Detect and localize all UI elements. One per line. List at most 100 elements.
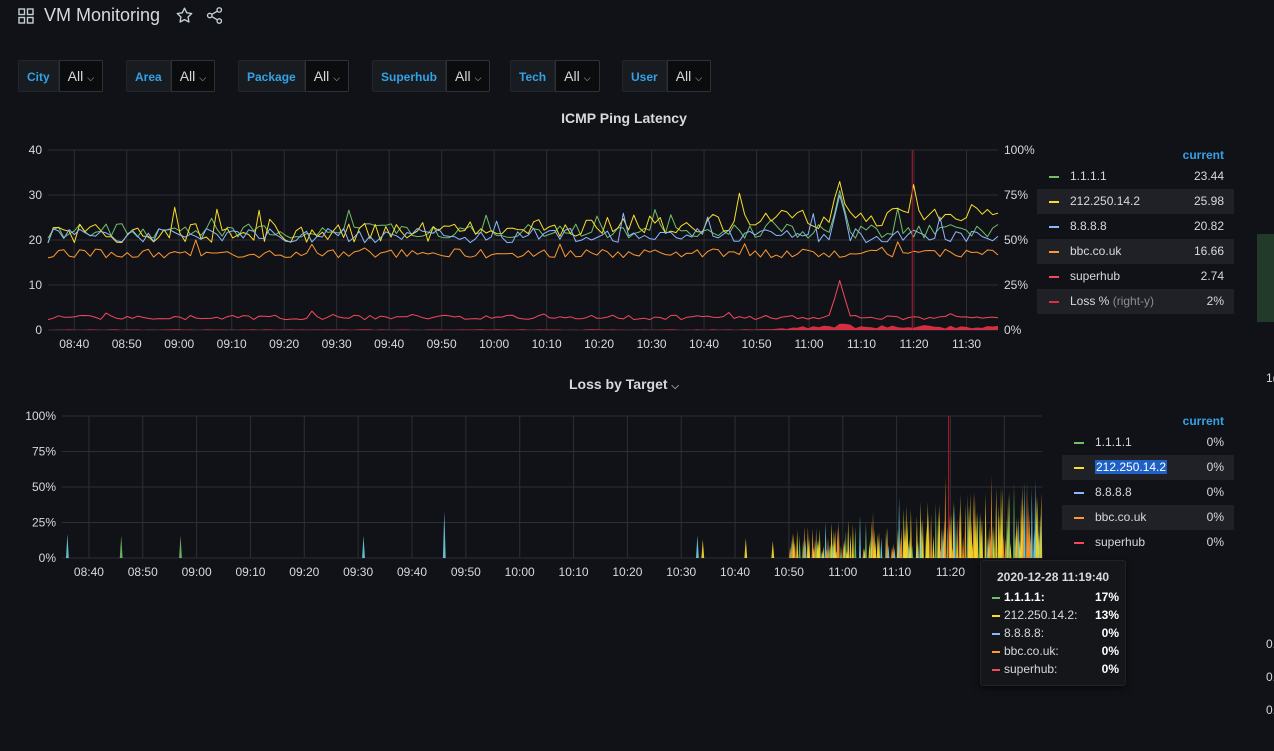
legend-series-name[interactable]: 8.8.8.8 — [1070, 219, 1107, 233]
tooltip-series-name: superhub: — [1004, 662, 1058, 676]
legend-item[interactable]: 8.8.8.8 0% — [1062, 480, 1234, 505]
tooltip-series-value: 0% — [1101, 662, 1119, 676]
latency-chart[interactable]: 0 10 20 30 40 0% 25% 50% 75% 100% 08:40 08:50 09:00 0… — [0, 136, 1040, 356]
tooltip-series-value: 13% — [1094, 608, 1119, 622]
legend-item[interactable]: 1.1.1.1 23.44 — [1037, 164, 1234, 189]
variable-city-picker[interactable]: All ⌵ — [58, 60, 104, 92]
x-tick-label: 09:00 — [182, 565, 212, 579]
x-tick-label: 10:00 — [479, 337, 509, 351]
legend-item[interactable]: 1.1.1.1 0% — [1062, 430, 1234, 455]
loss-panel-title[interactable]: Loss by Target ⌵ — [480, 376, 768, 392]
loss-spike — [827, 537, 829, 558]
loss-spike — [893, 547, 896, 558]
chevron-down-icon: ⌵ — [333, 73, 341, 83]
loss-spike — [1036, 496, 1039, 558]
legend-series-name[interactable]: bbc.co.uk — [1095, 510, 1146, 524]
legend-series-value: 0% — [1206, 460, 1224, 474]
x-tick-label: 11:10 — [847, 337, 876, 351]
loss-spike — [873, 529, 876, 558]
variable-package-picker[interactable]: All ⌵ — [304, 60, 350, 92]
x-tick-label: 10:50 — [742, 337, 772, 351]
loss-spike — [950, 513, 953, 558]
legend-series-name[interactable]: 1.1.1.1 — [1070, 169, 1107, 183]
legend-item[interactable]: 212.250.14.2 25.98 — [1037, 189, 1234, 214]
loss-spike — [1027, 503, 1030, 558]
edge-fragment: 0. — [1266, 703, 1274, 717]
loss-spike — [915, 515, 918, 558]
x-tick-label: 09:50 — [427, 337, 457, 351]
loss-chart[interactable]: 0% 25% 50% 75% 100% 08:40 08:50 09:00 09:10 09:20… — [0, 402, 1062, 588]
loss-spike — [956, 519, 959, 558]
dashboard-grid-icon[interactable] — [18, 8, 34, 24]
legend-series-name[interactable]: 1.1.1.1 — [1095, 435, 1132, 449]
legend-series-name[interactable]: 212.250.14.2 — [1070, 194, 1140, 208]
legend-series-name[interactable]: bbc.co.uk — [1070, 244, 1121, 258]
variable-tech: Tech All ⌵ — [510, 60, 600, 92]
loss-spike — [806, 527, 809, 558]
variable-label: Package — [238, 60, 305, 92]
x-tick-label: 11:20 — [936, 565, 965, 579]
series-color-swatch — [1049, 176, 1059, 178]
series-color-swatch — [992, 597, 1000, 599]
variable-user-picker[interactable]: All ⌵ — [666, 60, 712, 92]
legend-header[interactable]: current — [1182, 148, 1224, 162]
tooltip-series-name: 8.8.8.8: — [1004, 626, 1045, 640]
series-color-swatch — [1074, 467, 1084, 469]
variable-area-picker[interactable]: All ⌵ — [170, 60, 216, 92]
latency-panel-title[interactable]: ICMP Ping Latency — [561, 110, 687, 126]
series-color-swatch — [992, 651, 1000, 653]
x-tick-label: 08:50 — [128, 565, 158, 579]
legend-series-name[interactable]: 212.250.14.2 — [1095, 460, 1168, 474]
legend-item[interactable]: 8.8.8.8 20.82 — [1037, 214, 1234, 239]
variable-label: Area — [126, 60, 171, 92]
legend-item[interactable]: superhub 0% — [1062, 530, 1234, 555]
loss-spike — [911, 545, 914, 558]
loss-spike — [1040, 492, 1043, 558]
variable-label: User — [622, 60, 667, 92]
tooltip-row: superhub: 0% — [991, 661, 1119, 679]
dashboard-header: VM Monitoring — [0, 0, 1274, 34]
variable-superhub-picker[interactable]: All ⌵ — [446, 60, 491, 92]
loss-spike — [793, 542, 796, 558]
x-tick-label: 10:20 — [584, 337, 614, 351]
tooltip-time: 2020-12-28 11:19:40 — [997, 570, 1110, 584]
legend-header[interactable]: current — [1182, 414, 1224, 428]
loss-spike — [878, 531, 880, 558]
loss-spike — [803, 526, 806, 558]
loss-spike — [984, 494, 987, 558]
loss-spike — [822, 546, 825, 558]
legend-series-name[interactable]: superhub — [1070, 269, 1120, 283]
loss-spike — [934, 503, 937, 558]
loss-spike — [1021, 485, 1024, 558]
share-icon[interactable] — [205, 6, 224, 25]
series-color-swatch — [1074, 442, 1084, 444]
loss-spike — [926, 501, 929, 558]
loss-spike — [179, 535, 182, 558]
loss-spike — [696, 535, 699, 558]
legend-item[interactable]: superhub 2.74 — [1037, 264, 1234, 289]
variable-value: All — [179, 68, 196, 84]
legend-item[interactable]: bbc.co.uk 16.66 — [1037, 239, 1234, 264]
loss-spike — [995, 487, 998, 558]
y-tick-label: 30 — [29, 188, 43, 202]
x-tick-label: 08:40 — [59, 337, 89, 351]
series-color-swatch — [1049, 201, 1059, 203]
legend-item[interactable]: bbc.co.uk 0% — [1062, 505, 1234, 530]
loss-spike — [701, 539, 705, 558]
loss-spike — [851, 524, 854, 558]
legend-series-value: 20.82 — [1193, 219, 1224, 233]
loss-spike — [798, 535, 801, 558]
series-line — [47, 239, 999, 259]
dashboard-title[interactable]: VM Monitoring — [44, 5, 161, 25]
loss-spike — [830, 522, 833, 558]
legend-series-name[interactable]: 8.8.8.8 — [1095, 485, 1132, 499]
legend-item[interactable]: Loss % (right-y) 2% — [1037, 289, 1234, 314]
loss-spike — [1001, 487, 1004, 558]
loss-spike — [900, 528, 903, 558]
y-tick-label: 20 — [29, 233, 43, 247]
star-icon[interactable] — [175, 6, 194, 25]
legend-item[interactable]: 212.250.14.2 0% — [1062, 455, 1234, 480]
variable-tech-picker[interactable]: All ⌵ — [555, 60, 600, 92]
legend-series-name[interactable]: Loss % (right-y) — [1070, 294, 1154, 308]
legend-series-name[interactable]: superhub — [1095, 535, 1145, 549]
